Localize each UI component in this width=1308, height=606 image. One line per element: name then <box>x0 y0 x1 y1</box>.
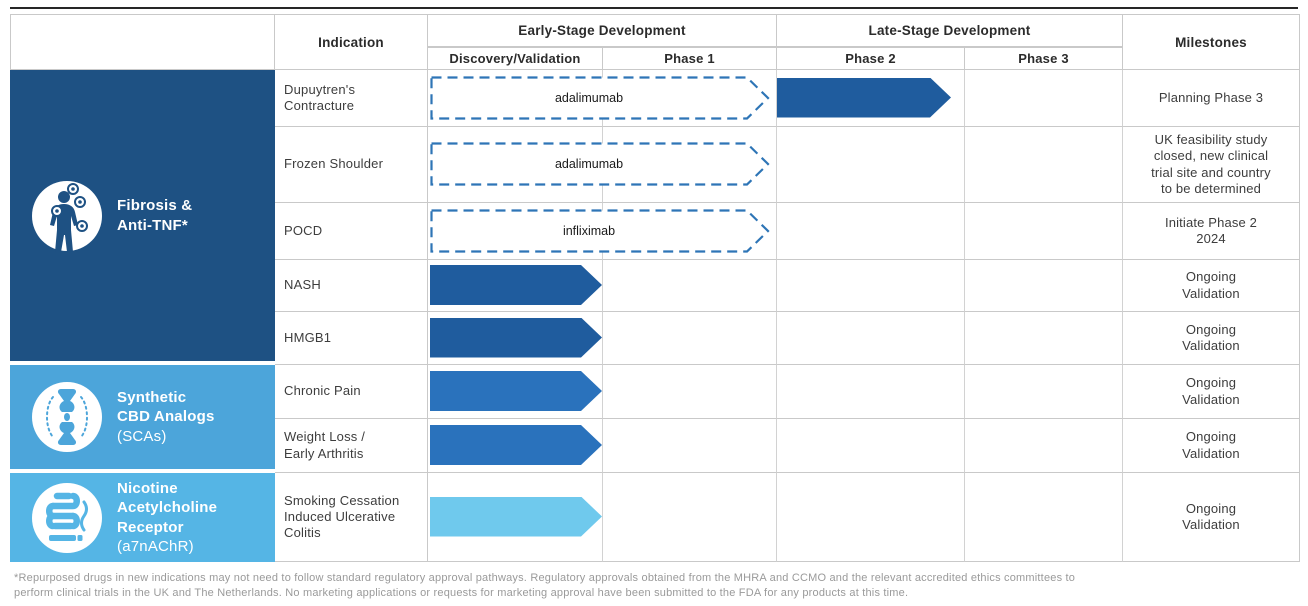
intestine-cigarette-icon <box>32 482 102 553</box>
milestone-weight-loss: Ongoing Validation <box>1123 419 1300 473</box>
dashed-bar-infliximab-pocd: infliximab <box>430 208 770 253</box>
indication-dupuytrens-contracture: Dupuytren's Contracture <box>275 70 428 127</box>
indication-header: Indication <box>275 14 428 70</box>
category-nicotine-acetylcholine-receptor: Nicotine Acetylcholine Receptor (a7nAChR… <box>10 473 275 562</box>
table-top-border <box>10 7 1298 9</box>
milestone-smoking-cessation: Ongoing Validation <box>1123 473 1300 562</box>
milestone-nash: Ongoing Validation <box>1123 260 1300 312</box>
drug-label: adalimumab <box>554 157 624 171</box>
stage-track-smoking-cessation <box>428 473 1123 561</box>
category-fibrosis-anti-tnf: Fibrosis & Anti-TNF* <box>10 70 275 365</box>
indication-pocd: POCD <box>275 203 428 260</box>
indication-smoking-cessation-uc: Smoking Cessation Induced Ulcerative Col… <box>275 473 428 562</box>
indication-frozen-shoulder: Frozen Shoulder <box>275 127 428 203</box>
solid-bar-discovery-hmgb1 <box>430 318 602 358</box>
phase3-header: Phase 3 <box>965 47 1123 70</box>
milestones-header: Milestones <box>1123 14 1300 70</box>
joint-icon <box>32 382 102 452</box>
milestone-frozen-shoulder: UK feasibility study closed, new clinica… <box>1123 127 1300 203</box>
discovery-validation-header: Discovery/Validation <box>428 47 603 70</box>
milestone-hmgb1: Ongoing Validation <box>1123 312 1300 365</box>
milestone-dupuytrens: Planning Phase 3 <box>1123 70 1300 127</box>
stage-track-pocd: infliximab <box>428 203 1123 259</box>
solid-bar-phase2-dupuytrens <box>777 78 951 118</box>
body-targets-icon <box>32 180 102 252</box>
phase2-header: Phase 2 <box>777 47 965 70</box>
category-label-sca: Synthetic CBD Analogs (SCAs) <box>117 388 215 445</box>
indication-weight-loss-early-arthritis: Weight Loss / Early Arthritis <box>275 419 428 473</box>
category-synthetic-cbd-analogs: Synthetic CBD Analogs (SCAs) <box>10 365 275 473</box>
late-stage-header: Late-Stage Development <box>777 14 1123 47</box>
drug-label: infliximab <box>562 223 616 238</box>
stage-track-dupuytrens: adalimumab <box>428 70 1123 126</box>
category-label-a7nachr: Nicotine Acetylcholine Receptor (a7nAChR… <box>117 479 218 556</box>
solid-bar-discovery-nash <box>430 265 602 305</box>
pipeline-table: Indication Early-Stage Development Late-… <box>10 14 1300 562</box>
stage-track-nash <box>428 260 1123 311</box>
dashed-bar-adalimumab-frozen-shoulder: adalimumab <box>430 142 770 186</box>
stage-track-weight-loss <box>428 419 1123 472</box>
category-header-cell <box>10 14 275 70</box>
solid-bar-discovery-weight-loss <box>430 425 602 465</box>
category-label-fibrosis: Fibrosis & Anti-TNF* <box>117 197 193 234</box>
drug-label: adalimumab <box>554 90 624 105</box>
indication-hmgb1: HMGB1 <box>275 312 428 365</box>
indication-nash: NASH <box>275 260 428 312</box>
milestone-chronic-pain: Ongoing Validation <box>1123 365 1300 419</box>
dashed-bar-adalimumab-dupuytrens: adalimumab <box>430 75 770 120</box>
early-stage-header: Early-Stage Development <box>428 14 777 47</box>
footnote: *Repurposed drugs in new indications may… <box>14 572 1076 599</box>
indication-chronic-pain: Chronic Pain <box>275 365 428 419</box>
stage-track-hmgb1 <box>428 312 1123 364</box>
phase1-header: Phase 1 <box>603 47 777 70</box>
stage-track-frozen-shoulder: adalimumab <box>428 127 1123 202</box>
milestone-pocd: Initiate Phase 2 2024 <box>1123 203 1300 260</box>
solid-bar-discovery-smoking-cessation <box>430 497 602 537</box>
stage-track-chronic-pain <box>428 365 1123 418</box>
solid-bar-discovery-chronic-pain <box>430 371 602 411</box>
